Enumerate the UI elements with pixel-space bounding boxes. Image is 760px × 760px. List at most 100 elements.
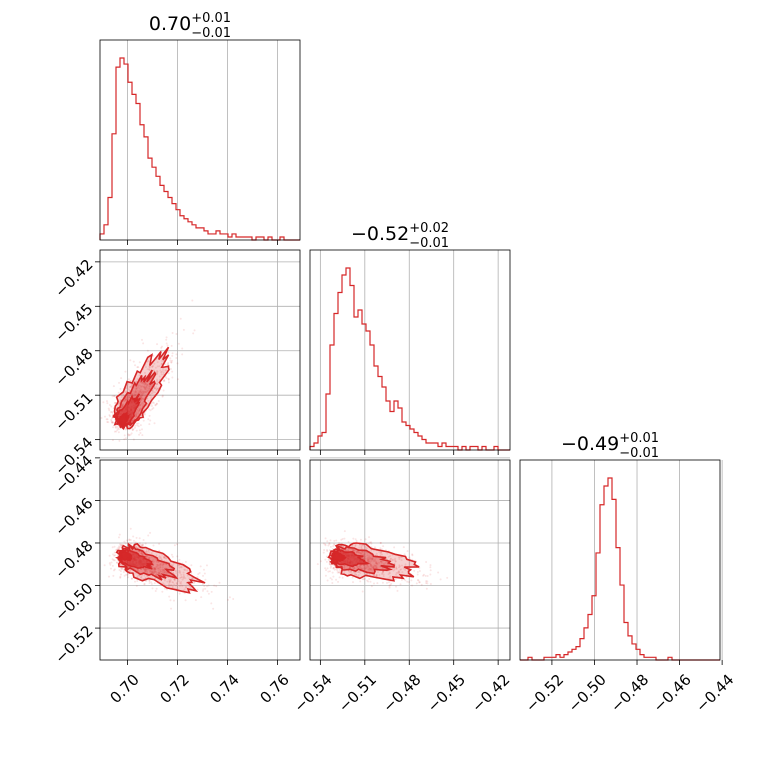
sample-point	[429, 583, 432, 586]
sample-point	[164, 369, 167, 372]
sample-point	[156, 564, 159, 567]
sample-point	[151, 401, 154, 404]
sample-point	[364, 546, 367, 549]
sample-point	[139, 431, 142, 434]
sample-point	[327, 570, 330, 573]
sample-point	[159, 570, 162, 573]
sample-point	[140, 402, 143, 405]
sample-point	[358, 565, 361, 568]
sample-point	[170, 553, 173, 556]
sample-point	[109, 563, 112, 566]
sample-point	[153, 582, 156, 585]
histogram-panel-2: −0.49+0.01−0.01	[519, 431, 723, 665]
sample-point	[173, 583, 176, 586]
sample-point	[373, 565, 376, 568]
sample-point	[131, 392, 134, 395]
sample-point	[118, 545, 121, 548]
sample-point	[136, 386, 139, 389]
sample-point	[369, 567, 372, 570]
sample-point	[181, 576, 184, 579]
sample-point	[140, 396, 143, 399]
sample-point	[151, 571, 154, 574]
sample-point	[328, 561, 331, 564]
sample-point	[368, 541, 371, 544]
sample-point	[340, 538, 343, 541]
sample-point	[378, 550, 381, 553]
sample-point	[389, 555, 392, 558]
param-plus-error: +0.01	[619, 431, 659, 446]
sample-point	[143, 567, 146, 570]
sample-point	[108, 415, 111, 418]
histogram-step-1	[309, 267, 510, 451]
sample-point	[159, 564, 162, 567]
sample-point	[132, 395, 135, 398]
sample-point	[112, 574, 115, 577]
sample-point	[129, 527, 132, 530]
sample-point	[112, 421, 115, 424]
sample-point	[387, 573, 390, 576]
sample-point	[155, 403, 158, 406]
sample-point	[135, 411, 138, 414]
sample-point	[155, 382, 158, 385]
sample-point	[154, 567, 157, 570]
sample-point	[152, 556, 155, 559]
histogram-bin	[132, 94, 136, 240]
sample-point	[140, 428, 143, 431]
sample-point	[396, 571, 399, 574]
sample-point	[408, 556, 411, 559]
sample-point	[118, 533, 121, 536]
sample-point	[111, 421, 114, 424]
sample-point	[160, 558, 163, 561]
sample-point	[113, 401, 116, 404]
sample-point	[145, 548, 148, 551]
sample-point	[326, 579, 329, 582]
sample-point	[133, 390, 136, 393]
sample-point	[134, 364, 137, 367]
sample-point	[173, 579, 176, 582]
sample-point	[146, 550, 149, 553]
sample-point	[123, 399, 126, 402]
sample-point	[367, 542, 370, 545]
sample-point	[145, 385, 148, 388]
sample-point	[146, 397, 149, 400]
sample-point	[169, 578, 172, 581]
sample-point	[121, 405, 124, 408]
sample-point	[123, 540, 126, 543]
sample-point	[113, 395, 116, 398]
sample-point	[140, 394, 143, 397]
sample-point	[140, 395, 143, 398]
sample-point	[137, 409, 140, 412]
sample-point	[129, 379, 132, 382]
panel-frame	[99, 39, 301, 241]
sample-point	[129, 433, 132, 436]
sample-point	[363, 552, 366, 555]
sample-point	[382, 570, 385, 573]
sample-point	[354, 567, 357, 570]
sample-point	[395, 566, 398, 569]
sample-point	[147, 359, 150, 362]
sample-point	[141, 397, 144, 400]
sample-point	[183, 568, 186, 571]
sample-point	[349, 571, 352, 574]
y-tick-label: −0.46	[51, 494, 96, 539]
sample-point	[395, 571, 398, 574]
sample-point	[182, 328, 185, 331]
sample-point	[360, 553, 363, 556]
sample-point	[154, 570, 157, 573]
sample-point	[159, 572, 162, 575]
x-tick-label: −0.48	[379, 671, 424, 716]
sample-point	[135, 584, 138, 587]
sample-point	[136, 568, 139, 571]
sample-point	[113, 554, 116, 557]
sample-point	[150, 571, 153, 574]
sample-point	[166, 580, 169, 583]
sample-point	[140, 385, 143, 388]
param-estimate: 0.70	[149, 13, 191, 35]
sample-point	[119, 543, 122, 546]
sample-point	[147, 568, 150, 571]
sample-point	[355, 550, 358, 553]
sample-point	[130, 432, 133, 435]
sample-point	[366, 557, 369, 560]
sample-point	[181, 347, 184, 350]
sample-point	[146, 389, 149, 392]
